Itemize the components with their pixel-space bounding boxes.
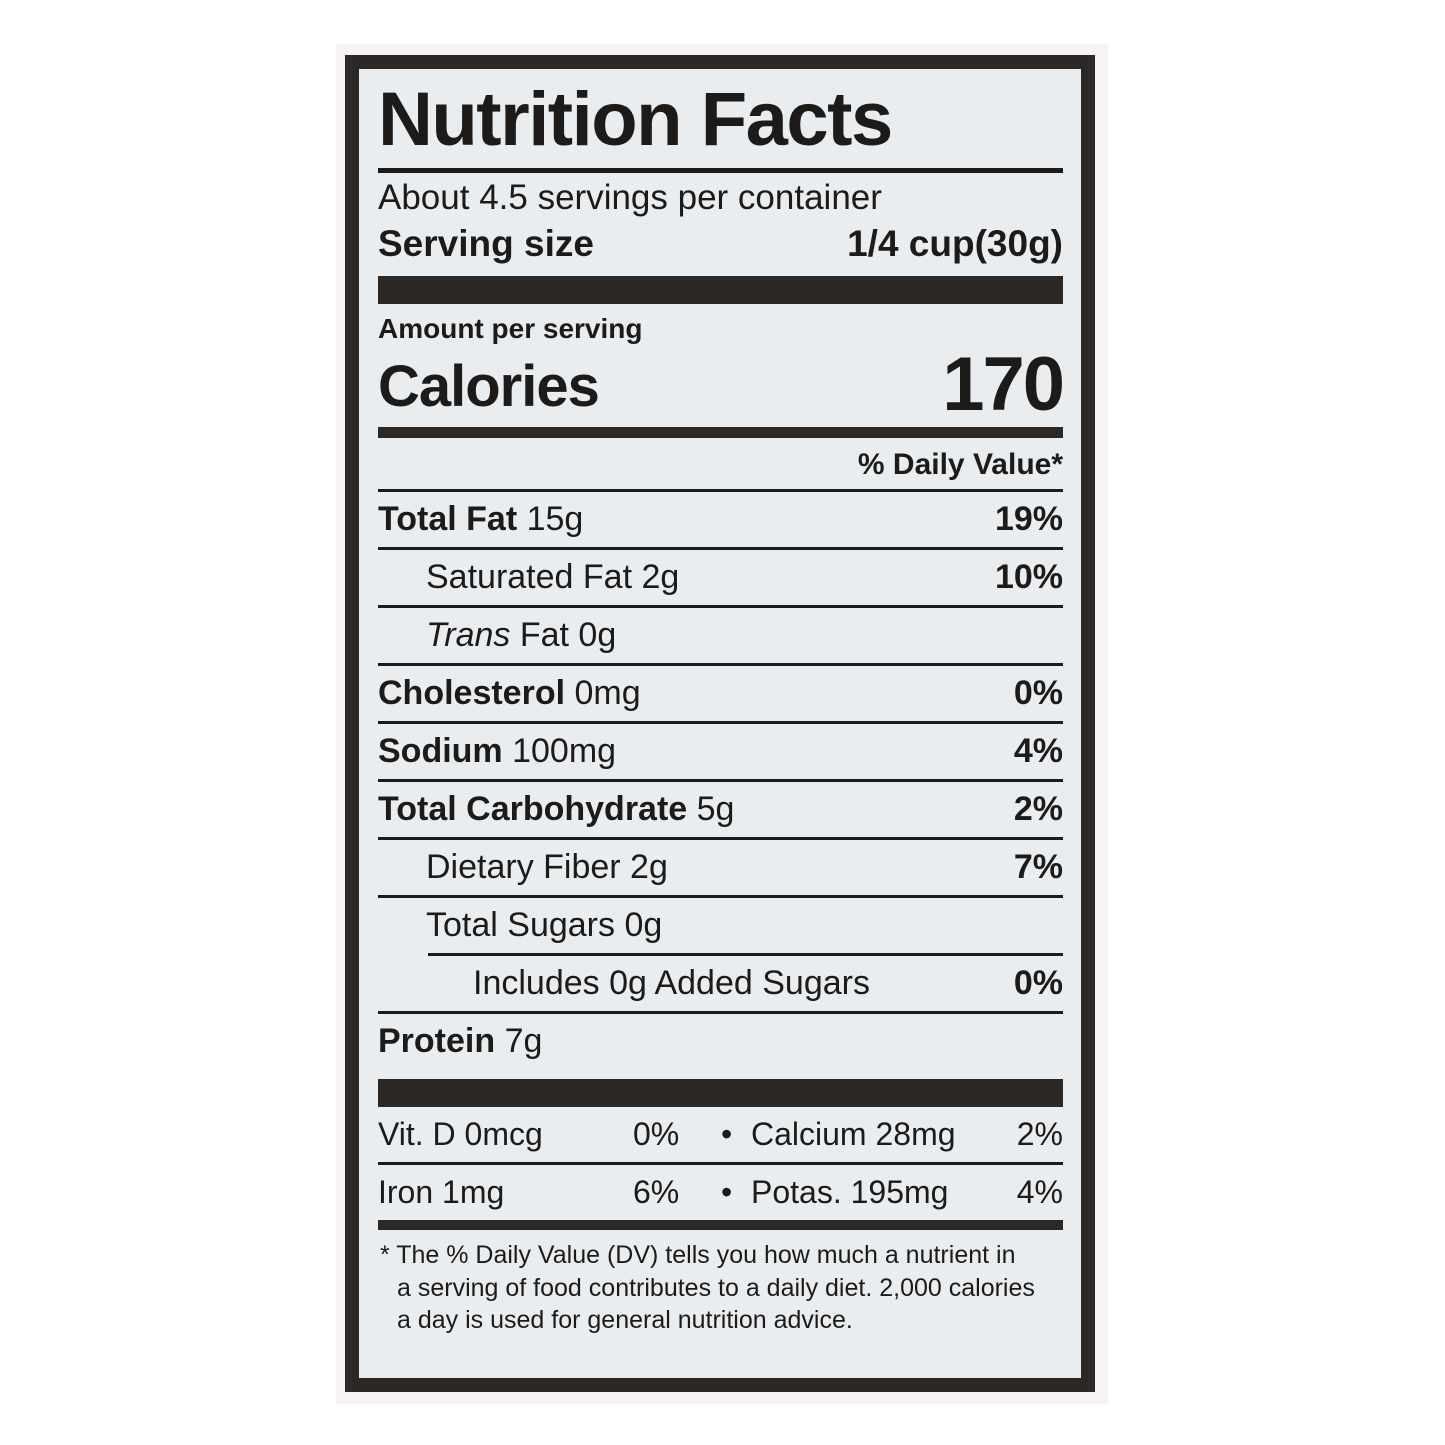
footnote-line-3: a day is used for general nutrition advi… — [397, 1306, 853, 1335]
row-rule — [378, 779, 1063, 783]
table-row: Iron 1mg 6% • Potas. 195mg 4% — [378, 1165, 1063, 1220]
amount-per-serving-label: Amount per serving — [378, 313, 643, 345]
nutrient-percent: 0% — [1013, 674, 1063, 713]
nutrient-percent: 2% — [1013, 790, 1063, 829]
row-rule — [378, 721, 1063, 725]
nutrient-percent: 19% — [994, 500, 1063, 539]
table-row: Cholesterol 0mg 0% — [378, 666, 1063, 721]
nutrient-name: Total Carbohydrate 5g — [378, 792, 734, 826]
footnote-line-2: a serving of food contributes to a daily… — [397, 1273, 1035, 1302]
table-row: Saturated Fat 2g 10% — [378, 550, 1063, 605]
nutrient-name-bold: Cholesterol — [378, 674, 566, 713]
vitamin-left-percent: 0% — [633, 1116, 680, 1153]
vitamin-right-name: Potas. 195mg — [751, 1174, 949, 1211]
vitamin-table: Vit. D 0mcg 0% • Calcium 28mg 2% Iron 1m… — [378, 1107, 1063, 1220]
nutrient-name: Cholesterol 0mg — [378, 676, 641, 710]
page-title: Nutrition Facts — [378, 77, 893, 162]
vitamin-right-percent: 4% — [1016, 1174, 1063, 1211]
table-row: Protein 7g — [378, 1014, 1063, 1069]
nutrient-name: Total Fat 15g — [378, 502, 583, 536]
vitamin-right-percent: 2% — [1016, 1116, 1063, 1153]
row-rule — [378, 895, 1063, 899]
table-row: Includes 0g Added Sugars 0% — [378, 956, 1063, 1011]
nutrient-name: Sodium 100mg — [378, 734, 616, 768]
nutrient-name: Includes 0g Added Sugars — [473, 964, 870, 1003]
nutrient-percent: 7% — [1013, 848, 1063, 887]
vitamin-left-name: Vit. D 0mcg — [378, 1116, 543, 1153]
calories-label: Calories — [378, 354, 600, 420]
nutrient-name: Protein 7g — [378, 1024, 542, 1058]
nutrition-facts-label: Nutrition Facts About 4.5 servings per c… — [345, 55, 1095, 1392]
nutrient-percent: 0% — [1013, 964, 1063, 1003]
divider-medium-calories — [378, 427, 1063, 439]
nutrient-name-rest: 7g — [495, 1022, 543, 1061]
nutrient-percent: 4% — [1013, 732, 1063, 771]
nutrient-name-rest: 15g — [517, 500, 584, 539]
nutrient-name-bold: Protein — [378, 1022, 496, 1061]
row-rule — [378, 1011, 1063, 1015]
table-row: Dietary Fiber 2g 7% — [378, 840, 1063, 895]
calories-row: Calories 170 — [378, 343, 1065, 423]
nutrient-table: Total Fat 15g 19% Saturated Fat 2g 10% T… — [378, 489, 1063, 1069]
divider-thick-top — [378, 276, 1063, 305]
nutrient-name-rest: 100mg — [502, 732, 617, 771]
table-row: Sodium 100mg 4% — [378, 724, 1063, 779]
row-rule — [378, 837, 1063, 841]
vitamin-left-percent: 6% — [633, 1174, 680, 1211]
title-rule — [378, 167, 1063, 173]
nutrient-name: Saturated Fat 2g — [426, 558, 680, 597]
nutrient-name-rest: 0mg — [565, 674, 641, 713]
table-row: Total Fat 15g 19% — [378, 492, 1063, 547]
nutrient-name-rest: Fat 0g — [510, 616, 617, 655]
table-row: Trans Fat 0g — [378, 608, 1063, 663]
nutrient-name-bold: Total Fat — [378, 500, 518, 539]
divider-thick-vitamins — [378, 1079, 1063, 1108]
vitamin-left-name: Iron 1mg — [378, 1174, 505, 1211]
serving-size-row: Serving size 1/4 cup(30g) — [378, 221, 1063, 266]
table-row: Total Carbohydrate 5g 2% — [378, 782, 1063, 837]
row-rule — [378, 605, 1063, 609]
nutrient-name-italic: Trans — [426, 616, 511, 655]
calories-value: 170 — [942, 342, 1065, 428]
bullet-separator-icon: • — [721, 1116, 733, 1153]
row-rule-indented — [428, 953, 1063, 957]
table-row: Total Sugars 0g — [378, 898, 1063, 953]
nutrient-name-bold: Sodium — [378, 732, 503, 771]
divider-footnote — [378, 1220, 1063, 1231]
table-row: Vit. D 0mcg 0% • Calcium 28mg 2% — [378, 1107, 1063, 1162]
servings-per-container: About 4.5 servings per container — [378, 177, 882, 217]
bullet-separator-icon: • — [721, 1174, 733, 1211]
nutrient-name: Total Sugars 0g — [426, 906, 663, 945]
row-rule — [378, 1162, 1063, 1166]
nutrient-name-bold: Total Carbohydrate — [378, 790, 688, 829]
row-rule — [378, 489, 1063, 493]
footnote-line-1: * The % Daily Value (DV) tells you how m… — [380, 1241, 1016, 1270]
footnote: * The % Daily Value (DV) tells you how m… — [378, 1239, 1063, 1337]
serving-size-label: Serving size — [378, 223, 594, 265]
nutrient-name: Dietary Fiber 2g — [426, 848, 668, 887]
serving-size-value: 1/4 cup(30g) — [847, 223, 1063, 265]
row-rule — [378, 547, 1063, 551]
nutrient-name-rest: 5g — [687, 790, 735, 829]
vitamin-right-name: Calcium 28mg — [751, 1116, 956, 1153]
nutrient-name: Trans Fat 0g — [378, 618, 616, 652]
nutrient-percent: 10% — [994, 558, 1063, 597]
row-rule — [378, 663, 1063, 667]
label-inner: Nutrition Facts About 4.5 servings per c… — [359, 69, 1081, 1378]
daily-value-header: % Daily Value* — [857, 448, 1063, 482]
